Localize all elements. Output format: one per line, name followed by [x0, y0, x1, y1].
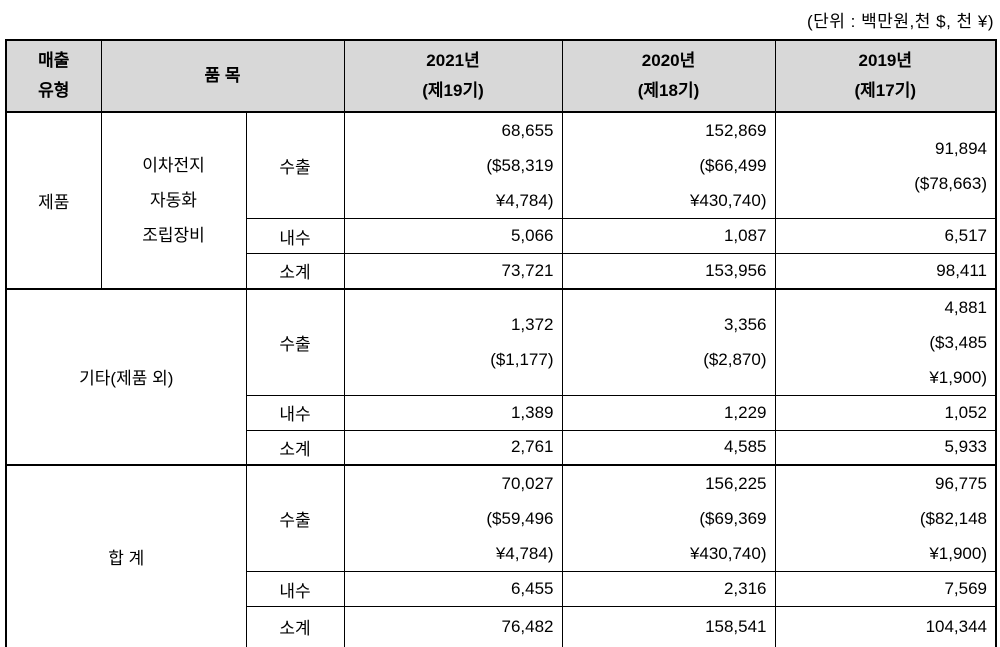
cell-total-domestic-2020: 2,316	[561, 571, 776, 607]
cell-product-domestic-2021: 5,066	[343, 218, 563, 254]
cell-row-label-domestic: 내수	[245, 218, 345, 254]
cell-row-label-export: 수출	[245, 464, 345, 572]
cell-other-domestic-2021: 1,389	[343, 394, 563, 431]
table-row-other-subtotal: 소계 2,761 4,585 5,933	[6, 429, 997, 466]
cell-product-subtotal-2020: 153,956	[561, 253, 776, 290]
table-row-product-export: 제품 이차전지 자동화 조립장비 수출 68,655 ($58,319 ¥4,7…	[5, 111, 997, 289]
table-row-total-export: 합 계 수출 70,027 ($59,496 ¥4,784) 156,225 (…	[5, 464, 997, 647]
table-row-total-subtotal: 소계 76,482 158,541 104,344	[6, 606, 997, 647]
header-sales-type: 매출 유형	[5, 39, 102, 113]
cell-other-domestic-2019: 1,052	[774, 394, 997, 431]
cell-total-subtotal-2019: 104,344	[774, 606, 997, 647]
cell-other-domestic-2020: 1,229	[561, 394, 776, 431]
cell-product-domestic-2019: 6,517	[774, 218, 997, 254]
table-row-product-domestic: 내수 5,066 1,087 6,517	[6, 218, 997, 254]
unit-note: (단위 : 백만원,천 $, 천 ¥)	[807, 12, 994, 31]
header-year-2021: 2021년 (제19기)	[343, 39, 563, 113]
cell-total-export-2019: 96,775 ($82,148 ¥1,900)	[774, 464, 997, 572]
cell-product-export-2020: 152,869 ($66,499 ¥430,740)	[561, 111, 776, 219]
sales-by-type-table: 매출 유형 품 목 2021년 (제19기) 2020년 (제18기) 2019…	[5, 39, 998, 647]
header-row: 매출 유형 품 목 2021년 (제19기) 2020년 (제18기) 2019…	[5, 39, 997, 113]
cell-row-label-subtotal: 소계	[245, 429, 345, 466]
table-row-product-subtotal: 소계 73,721 153,956 98,411	[6, 253, 997, 290]
cell-other-subtotal-2020: 4,585	[561, 429, 776, 466]
cell-total-subtotal-2021: 76,482	[343, 606, 563, 647]
cell-product-export-2021: 68,655 ($58,319 ¥4,784)	[343, 111, 563, 219]
cell-other-subtotal-2021: 2,761	[343, 429, 563, 466]
cell-row-label-subtotal: 소계	[245, 606, 345, 647]
cell-total-domestic-2019: 7,569	[774, 571, 997, 607]
cell-total-subtotal-2020: 158,541	[561, 606, 776, 647]
cell-item-product: 이차전지 자동화 조립장비	[100, 111, 247, 289]
cell-total-export-2021: 70,027 ($59,496 ¥4,784)	[343, 464, 563, 572]
header-item: 품 목	[100, 39, 345, 113]
table-row-other-domestic: 내수 1,389 1,229 1,052	[6, 394, 997, 431]
cell-other-export-2021: 1,372 ($1,177)	[343, 287, 563, 396]
table-row-total-domestic: 내수 6,455 2,316 7,569	[6, 571, 997, 607]
cell-total-export-2020: 156,225 ($69,369 ¥430,740)	[561, 464, 776, 572]
table-row-other-export: 기타(제품 외) 수출 1,372 ($1,177) 3,356 ($2,870…	[5, 287, 997, 466]
cell-row-label-domestic: 내수	[245, 571, 345, 607]
header-year-2020: 2020년 (제18기)	[561, 39, 776, 113]
cell-product-export-2019: 91,894 ($78,663)	[774, 111, 997, 219]
cell-product-domestic-2020: 1,087	[561, 218, 776, 254]
cell-product-subtotal-2021: 73,721	[343, 253, 563, 290]
cell-other-export-2019: 4,881 ($3,485 ¥1,900)	[774, 287, 997, 396]
cell-row-label-export: 수출	[245, 287, 345, 396]
cell-other-subtotal-2019: 5,933	[774, 429, 997, 466]
cell-other-export-2020: 3,356 ($2,870)	[561, 287, 776, 396]
cell-sales-type-total: 합 계	[5, 464, 247, 647]
header-year-2019: 2019년 (제17기)	[774, 39, 997, 113]
cell-row-label-subtotal: 소계	[245, 253, 345, 290]
cell-row-label-domestic: 내수	[245, 394, 345, 431]
cell-sales-type-other: 기타(제품 외)	[5, 287, 247, 466]
cell-product-subtotal-2019: 98,411	[774, 253, 997, 290]
cell-row-label-export: 수출	[245, 111, 345, 219]
cell-sales-type-product: 제품	[5, 111, 102, 289]
cell-total-domestic-2021: 6,455	[343, 571, 563, 607]
